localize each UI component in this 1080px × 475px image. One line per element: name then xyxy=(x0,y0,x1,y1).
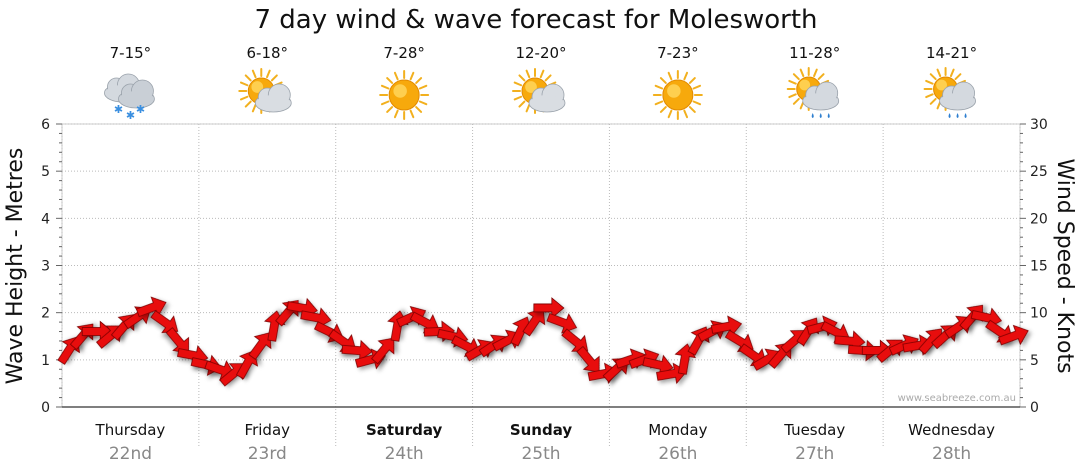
left-axis-label: Wave Height - Metres xyxy=(3,148,28,385)
wind-arrow xyxy=(546,312,578,334)
sun-cloud-rain-icon xyxy=(923,67,976,118)
sun-cloud-icon xyxy=(512,68,566,114)
wind-series xyxy=(57,296,1029,387)
temperature-label: 7-23° xyxy=(657,44,699,62)
svg-text:✱: ✱ xyxy=(114,103,123,116)
day-name-label: Sunday xyxy=(510,421,573,439)
wind-arrow xyxy=(710,315,743,337)
day-date-label: 22nd xyxy=(109,444,152,464)
left-tick-label: 3 xyxy=(41,259,50,275)
wind-arrow xyxy=(576,345,600,373)
left-tick-label: 6 xyxy=(41,117,50,133)
left-tick-label: 1 xyxy=(41,353,50,369)
wind-arrow xyxy=(371,337,395,365)
right-axis-ticks: 0 5 10 15 20 25 30 xyxy=(1030,117,1048,416)
credit-text: www.seabreeze.com.au xyxy=(898,393,1016,404)
day-date-label: 24th xyxy=(385,444,424,464)
temperature-label: 6-18° xyxy=(247,44,289,62)
right-tick-label: 5 xyxy=(1030,353,1039,369)
left-tick-label: 4 xyxy=(41,211,50,227)
temperature-label: 14-21° xyxy=(926,44,977,62)
left-tick-label: 2 xyxy=(41,306,50,322)
weather-icon-row: ✱ ✱ ✱ xyxy=(104,67,976,122)
right-tick-label: 30 xyxy=(1030,117,1048,133)
day-name-label: Tuesday xyxy=(783,421,845,439)
day-date-label: 23rd xyxy=(248,444,287,464)
right-tick-label: 0 xyxy=(1030,400,1039,416)
sun-cloud-icon xyxy=(238,68,292,114)
chart-title: 7 day wind & wave forecast for Moleswort… xyxy=(254,5,817,35)
left-tick-label: 5 xyxy=(41,164,50,180)
right-tick-label: 15 xyxy=(1030,259,1048,275)
wind-arrow xyxy=(522,308,546,337)
left-axis-ticks: 0 1 2 3 4 5 6 xyxy=(41,117,50,416)
sun-cloud-rain-icon xyxy=(786,67,840,118)
temperature-label: 7-28° xyxy=(383,44,425,62)
day-date-label: 26th xyxy=(658,444,697,464)
temperature-label: 7-15° xyxy=(110,44,152,62)
sun-icon xyxy=(379,70,430,120)
wind-arrow xyxy=(387,310,409,342)
temperature-row: 7-15° 6-18° 7-28° 12-20° 7-23° 11-28° 14-21° xyxy=(110,44,977,62)
wind-arrow xyxy=(135,296,167,318)
temperature-label: 12-20° xyxy=(515,44,566,62)
snow-cloud-icon: ✱ ✱ ✱ xyxy=(104,73,155,122)
wind-arrow xyxy=(533,297,565,319)
sun-icon xyxy=(652,70,703,120)
right-tick-label: 20 xyxy=(1030,211,1048,227)
day-name-label: Thursday xyxy=(95,421,166,439)
day-name-label: Wednesday xyxy=(908,421,995,439)
day-date-label: 25th xyxy=(521,444,560,464)
right-axis-label: Wind Speed - Knots xyxy=(1052,158,1077,373)
wind-arrow xyxy=(998,324,1029,346)
wind-arrow xyxy=(341,339,373,362)
wind-arrow xyxy=(300,307,332,329)
left-tick-label: 0 xyxy=(41,400,50,416)
right-tick-label: 10 xyxy=(1030,306,1048,322)
day-name-label: Monday xyxy=(648,421,707,439)
day-name-label: Friday xyxy=(245,421,291,439)
right-tick-label: 25 xyxy=(1030,164,1048,180)
grid xyxy=(56,123,1026,447)
day-date-label: 28th xyxy=(932,444,971,464)
day-labels: Thursday 22nd Friday 23rd Saturday 24th Sunday… xyxy=(95,421,996,464)
day-name-label: Saturday xyxy=(366,421,443,439)
svg-text:✱: ✱ xyxy=(136,103,145,116)
day-date-label: 27th xyxy=(795,444,834,464)
svg-text:✱: ✱ xyxy=(126,109,135,122)
temperature-label: 11-28° xyxy=(789,44,840,62)
